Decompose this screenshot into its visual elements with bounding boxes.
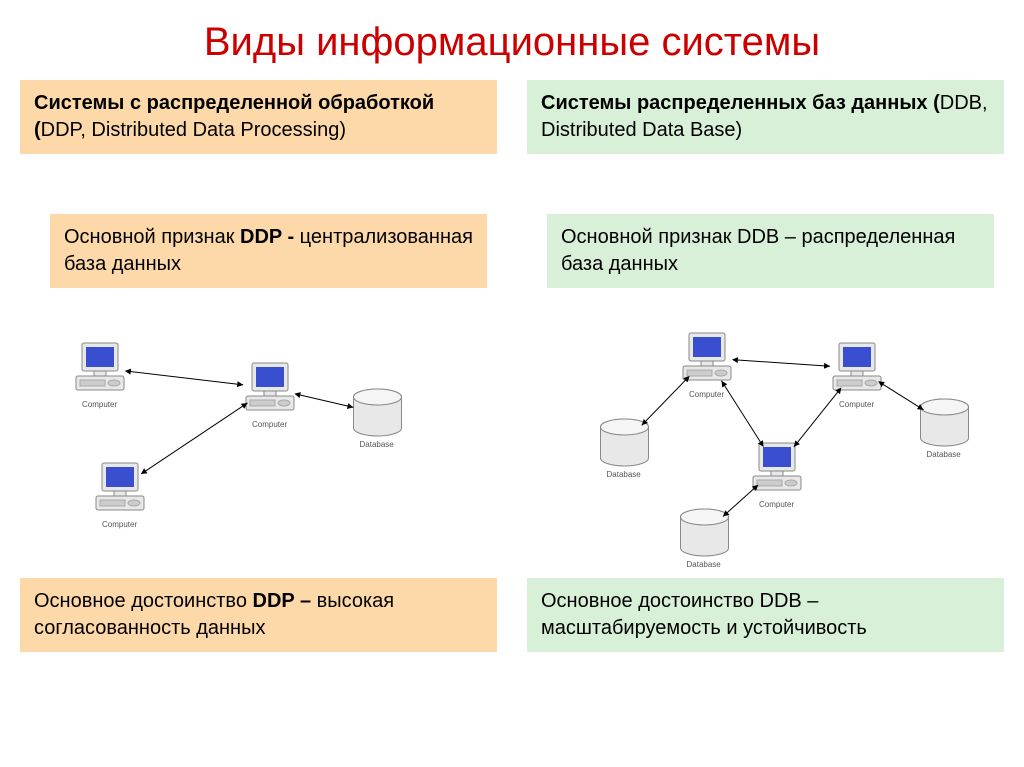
node-label: Computer [252, 420, 287, 429]
ddb-advantage-box: Основное достоинство DDB – масштабируемо… [527, 578, 1004, 652]
computer-icon [90, 458, 150, 518]
ddb-advantage-text: Основное достоинство DDB – масштабируемо… [541, 590, 867, 639]
database-icon [917, 398, 972, 448]
ddp-diagram: Computer Computer Computer Database [20, 308, 497, 568]
node-label: Database [927, 450, 961, 459]
ddb-header-bold: Системы распределенных баз данных ( [541, 92, 940, 114]
computer-icon [677, 328, 737, 388]
node-label: Computer [759, 500, 794, 509]
slide-title: Виды информационные системы [0, 0, 1024, 80]
ddp-header-rest: DDP, Distributed Data Processing) [41, 119, 346, 141]
edge [734, 360, 830, 366]
node-label: Database [360, 440, 394, 449]
edge [721, 381, 762, 445]
edge [127, 371, 243, 385]
ddp-advantage-pre: Основное достоинство [34, 590, 253, 612]
node-label: Database [687, 560, 721, 569]
ddp-feature-pre: Основной признак [64, 226, 240, 248]
edge [142, 403, 247, 473]
ddp-feature-bold: DDP - [240, 226, 294, 248]
computer-icon [70, 338, 130, 398]
node-label: Computer [102, 520, 137, 529]
computer-icon [240, 358, 300, 418]
database-icon [597, 418, 652, 468]
ddp-header-box: Системы с распределенной обработкой (DDP… [20, 80, 497, 154]
ddp-feature-box: Основной признак DDP - централизованная … [50, 214, 487, 288]
ddb-diagram: Computer Computer Computer Database Data… [527, 308, 1004, 568]
ddp-advantage-bold: DDP – [253, 590, 312, 612]
node-label: Computer [839, 400, 874, 409]
ddp-advantage-box: Основное достоинство DDP – высокая согла… [20, 578, 497, 652]
ddb-feature-text: Основной признак DDB – распределенная ба… [561, 226, 955, 275]
database-icon [350, 388, 405, 438]
edge [296, 394, 353, 407]
ddp-column: Системы с распределенной обработкой (DDP… [20, 80, 497, 652]
ddb-column: Системы распределенных баз данных (DDB, … [527, 80, 1004, 652]
computer-icon [747, 438, 807, 498]
ddb-header-box: Системы распределенных баз данных (DDB, … [527, 80, 1004, 154]
node-label: Database [607, 470, 641, 479]
computer-icon [827, 338, 887, 398]
node-label: Computer [82, 400, 117, 409]
node-label: Computer [689, 390, 724, 399]
database-icon [677, 508, 732, 558]
content-columns: Системы с распределенной обработкой (DDP… [0, 80, 1024, 652]
ddb-feature-box: Основной признак DDB – распределенная ба… [547, 214, 994, 288]
